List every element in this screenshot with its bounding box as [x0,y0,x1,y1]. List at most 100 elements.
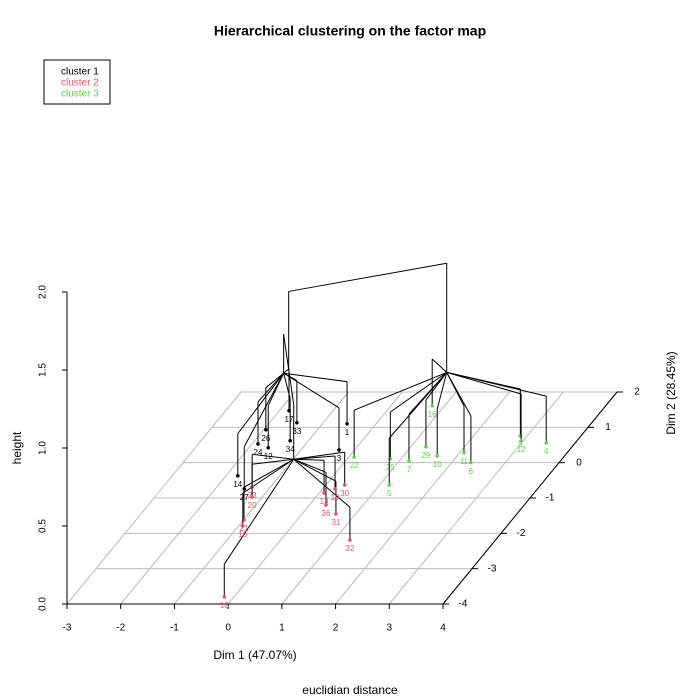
point-label: 1 [345,428,350,437]
branch [293,458,337,482]
point-label: 36 [322,509,331,518]
branch [243,372,285,447]
point-label: 25 [386,463,395,472]
branch [293,458,325,461]
x-tick-label: -3 [63,623,72,634]
point [222,595,227,599]
point-label: 18 [220,601,229,610]
branch [390,372,448,413]
y-axis [442,391,618,605]
branch [283,372,340,409]
branch [353,371,447,411]
point-label: 4 [544,447,549,456]
branch [265,372,284,389]
point [469,460,473,465]
chart-title: Hierarchical clustering on the factor ma… [214,23,486,39]
point-label: 10 [433,460,442,469]
point-label: 19 [331,493,340,502]
branch [388,372,448,439]
point [407,459,411,463]
point [334,512,338,516]
caption: euclidian distance [302,683,398,697]
branch [425,372,448,401]
point [387,483,392,487]
point-label: 16 [238,530,247,539]
y-tick-label: -2 [517,528,526,539]
point-label: 7 [407,465,412,474]
x-tick-label: -2 [116,623,125,634]
point-label: 34 [286,445,295,454]
point [295,420,299,425]
legend-entry: cluster 2 [61,78,99,89]
point [435,454,440,458]
y-tick-label: 0 [576,457,582,468]
branch [283,373,291,399]
branch [252,453,294,460]
y-tick-label: 2 [634,387,640,398]
branch [431,358,448,373]
x-tick-label: 4 [440,623,446,634]
point-label: 17 [285,415,294,424]
point-label: 30 [340,489,349,498]
point-label: 20 [248,501,257,510]
z-tick-label: 1.0 [38,441,49,455]
point-label: 16 [428,410,437,419]
branch [293,451,345,460]
y-tick-label: -1 [546,493,555,504]
branch [436,372,448,410]
y-axis-label: Dim 2 (28.45%) [664,351,678,434]
point [337,448,341,452]
branch [293,458,327,473]
point [424,444,428,449]
z-tick-label: 2.0 [38,285,49,299]
branch [223,458,295,565]
point-label: 27 [240,493,249,502]
y-tick-label: -4 [459,599,468,610]
branch [283,368,290,374]
point [519,438,523,443]
point-label: 26 [261,434,270,443]
branch [252,458,294,465]
point [266,446,271,450]
point-label: 11 [460,457,469,466]
point [324,503,328,507]
point-label: 31 [331,518,340,527]
point [241,524,245,528]
point-label: 5 [387,489,392,498]
x-tick-label: 1 [279,623,285,634]
point [342,483,347,487]
branch [257,372,284,403]
branch [446,371,547,397]
z-tick-label: 1.5 [38,363,49,377]
point-label: 24 [254,448,263,457]
branch [243,458,294,488]
point [352,455,356,459]
point [430,403,434,408]
legend-entry: cluster 1 [61,67,99,78]
legend-entry: cluster 3 [61,89,99,100]
point-label: 3 [337,454,342,463]
point [333,487,337,491]
x-tick-label: 2 [333,623,339,634]
point-label: 32 [345,544,354,553]
y-tick-label: 1 [605,422,611,433]
branch [242,458,294,494]
z-axis-label: height [10,431,24,464]
point-label: 12 [517,445,526,454]
x-tick-label: -1 [170,623,179,634]
point-label: 13 [320,497,329,506]
x-tick-label: 0 [225,623,231,634]
point [288,438,292,443]
branch [283,372,348,383]
x-tick-label: 3 [387,623,393,634]
z-tick-label: 0.0 [38,597,49,611]
point [322,491,326,495]
point-label: 21 [240,524,249,533]
branch [288,262,447,292]
point-label: 9 [518,440,523,449]
x-axis-label: Dim 1 (47.07%) [213,648,296,662]
branch [446,372,472,417]
legend-box [43,59,111,105]
branch [237,372,285,434]
